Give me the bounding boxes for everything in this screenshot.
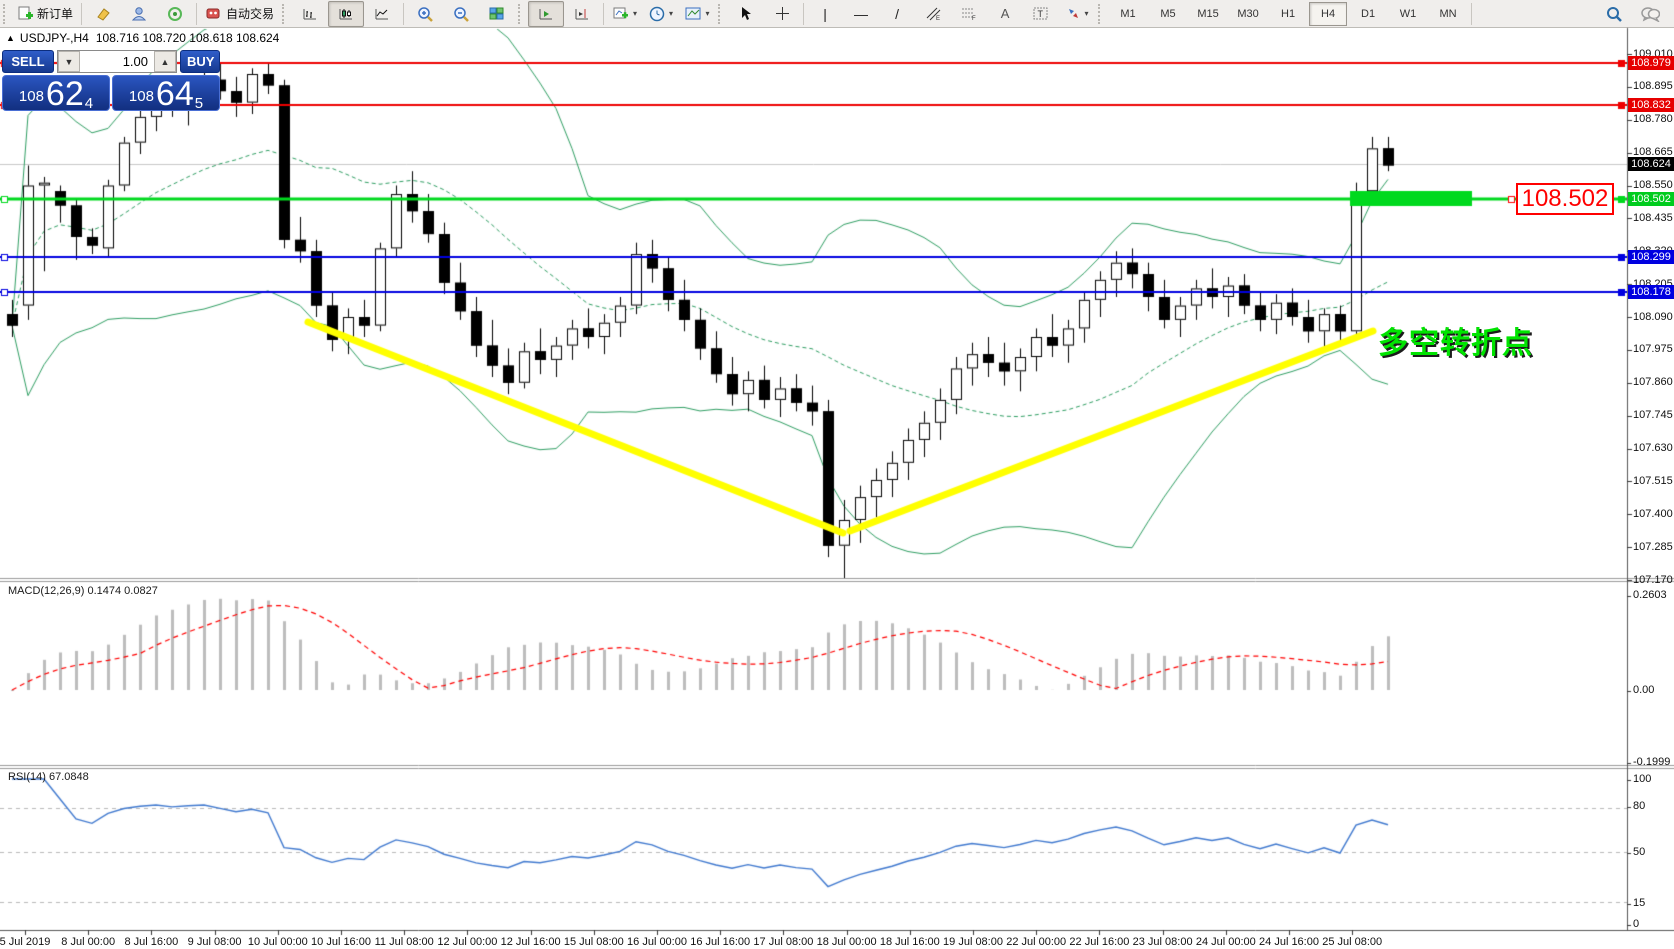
volume-stepper: ▼ 1.00 ▲	[57, 50, 177, 73]
time-tick-label: 8 Jul 16:00	[124, 936, 179, 948]
price-tick-label: 107.515	[1633, 474, 1673, 487]
price-level-badge: 108.299	[1628, 250, 1674, 265]
time-tick-label: 22 Jul 00:00	[1006, 936, 1067, 948]
time-tick-label: 5 Jul 2019	[0, 936, 51, 948]
time-tick-label: 10 Jul 00:00	[247, 936, 308, 948]
buy-price-prefix: 108	[128, 88, 154, 105]
time-tick-label: 16 Jul 00:00	[627, 936, 687, 948]
chart-ohlc-values: 108.716 108.720 108.618 108.624	[95, 31, 280, 45]
price-tick-label: 108.895	[1633, 80, 1673, 93]
price-level-badge: 108.832	[1628, 97, 1674, 112]
price-callout-textbox[interactable]: 108.502	[1516, 183, 1614, 215]
indicator-axis-label: 50	[1633, 846, 1646, 858]
price-level-badge: 108.502	[1628, 192, 1674, 207]
sell-price-big: 62	[45, 75, 84, 113]
sell-button[interactable]: SELL	[2, 50, 54, 73]
time-tick-label: 11 Jul 08:00	[374, 936, 434, 948]
price-level-badge: 108.178	[1628, 284, 1674, 299]
sell-price-display[interactable]: 108 62 4	[2, 75, 110, 111]
rsi-label: RSI(14) 67.0848	[8, 771, 89, 783]
price-tick-label: 107.860	[1633, 376, 1673, 389]
collapse-icon[interactable]: ▲	[6, 33, 15, 43]
price-level-badge: 108.624	[1628, 157, 1674, 172]
price-tick-label: 107.745	[1633, 409, 1673, 422]
chart-symbol-period: USDJPY-,H4	[19, 31, 89, 45]
indicator-axis-label: 100	[1633, 773, 1652, 785]
buy-price-display[interactable]: 108 64 5	[112, 75, 220, 111]
time-tick-label: 23 Jul 08:00	[1132, 936, 1193, 948]
price-tick-label: 108.780	[1633, 113, 1673, 126]
time-tick-label: 22 Jul 16:00	[1069, 936, 1130, 948]
volume-increase-button[interactable]: ▲	[154, 51, 176, 72]
time-tick-label: 10 Jul 16:00	[311, 936, 371, 948]
price-tick-label: 107.170	[1633, 573, 1673, 586]
time-tick-label: 25 Jul 08:00	[1322, 936, 1383, 948]
price-tick-label: 107.285	[1633, 540, 1673, 553]
time-tick-label: 24 Jul 16:00	[1259, 936, 1319, 948]
price-tick-label: 108.090	[1633, 310, 1673, 323]
time-tick-label: 12 Jul 16:00	[500, 936, 561, 948]
sell-price-pipette: 4	[84, 95, 94, 112]
time-tick-label: 24 Jul 00:00	[1195, 936, 1256, 948]
sell-price-prefix: 108	[18, 88, 44, 105]
price-tick-label: 108.550	[1633, 179, 1673, 191]
indicator-axis-label: 80	[1633, 800, 1646, 812]
price-tick-label: 107.975	[1633, 343, 1673, 356]
indicator-axis-label: -0.1999	[1633, 756, 1671, 768]
indicator-axis-label: 0.00	[1633, 684, 1655, 696]
time-tick-label: 12 Jul 00:00	[437, 936, 498, 948]
price-tick-label: 108.665	[1633, 146, 1673, 159]
one-click-trading-panel: SELL ▼ 1.00 ▲ BUY 108 62 4 108 64 5	[2, 50, 220, 111]
time-tick-label: 8 Jul 00:00	[61, 936, 116, 948]
buy-button[interactable]: BUY	[180, 50, 220, 73]
macd-label: MACD(12,26,9) 0.1474 0.0827	[8, 585, 158, 597]
time-tick-label: 17 Jul 08:00	[753, 936, 814, 948]
price-level-badge: 108.979	[1628, 55, 1674, 70]
indicator-axis-label: 0.2603	[1633, 589, 1667, 601]
indicator-axis-label: 0	[1633, 918, 1640, 930]
time-tick-label: 15 Jul 08:00	[563, 936, 624, 948]
time-tick-label: 18 Jul 16:00	[879, 936, 940, 948]
volume-decrease-button[interactable]: ▼	[58, 51, 80, 72]
buy-price-pipette: 5	[194, 95, 204, 112]
annotation-text[interactable]: 多空转折点	[1378, 327, 1533, 360]
time-tick-label: 16 Jul 16:00	[690, 936, 751, 948]
volume-value[interactable]: 1.00	[122, 54, 148, 69]
indicator-axis-label: 15	[1633, 897, 1646, 909]
time-tick-label: 9 Jul 08:00	[187, 936, 242, 948]
price-tick-label: 108.435	[1633, 211, 1673, 224]
price-tick-label: 107.400	[1633, 507, 1673, 520]
time-tick-label: 19 Jul 08:00	[943, 936, 1003, 948]
price-tick-label: 107.630	[1633, 442, 1673, 454]
time-tick-label: 18 Jul 00:00	[816, 936, 877, 948]
chart-header: ▲ USDJPY-,H4 108.716 108.720 108.618 108…	[6, 31, 279, 45]
buy-price-big: 64	[155, 75, 194, 113]
